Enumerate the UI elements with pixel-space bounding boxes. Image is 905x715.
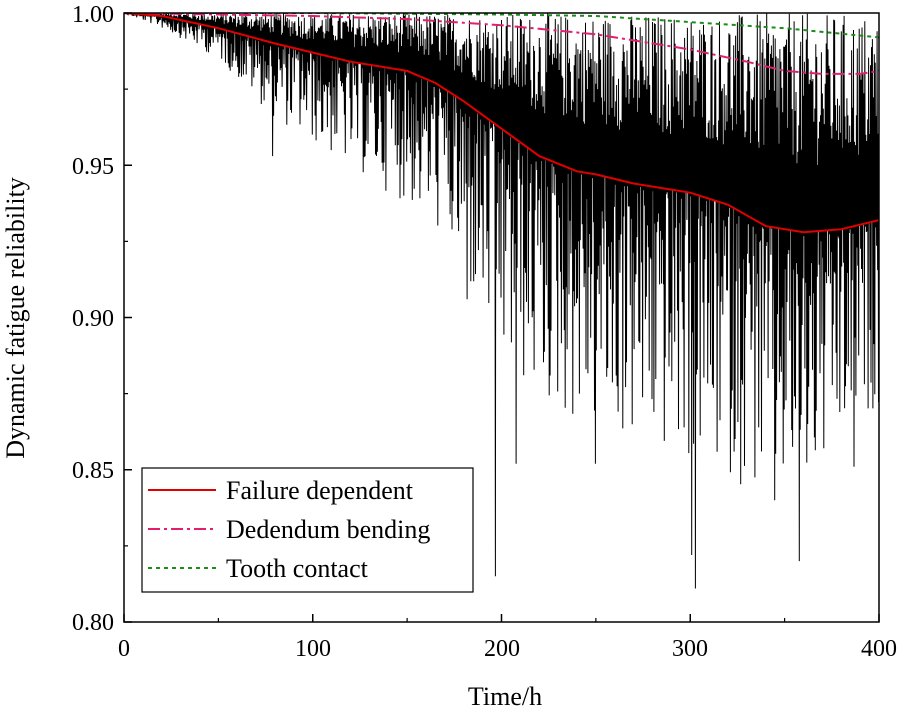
x-axis-title: Time/h: [468, 682, 542, 711]
y-tick-label-0.90: 0.90: [72, 306, 114, 332]
y-axis-tick-labels: 0.80 0.85 0.90 0.95 1.00: [72, 2, 114, 636]
x-tick-label-200: 200: [484, 636, 520, 662]
y-tick-label-0.95: 0.95: [72, 154, 114, 180]
y-tick-label-0.80: 0.80: [72, 610, 114, 636]
legend: Failure dependent Dedendum bending Tooth…: [141, 467, 474, 593]
y-tick-label-1.00: 1.00: [72, 2, 114, 28]
y-tick-label-0.85: 0.85: [72, 458, 114, 484]
y-axis-ticks: [124, 12, 132, 623]
y-axis-title: Dynamic fatigue reliability: [1, 177, 30, 459]
x-axis-tick-labels: 0 100 200 300 400: [118, 636, 897, 662]
x-tick-label-0: 0: [118, 636, 130, 662]
series-line-failure-dependent: [124, 13, 879, 234]
x-tick-label-300: 300: [672, 636, 708, 662]
legend-label-dedendum-bending: Dedendum bending: [226, 515, 430, 544]
x-axis-ticks: [123, 614, 880, 622]
instantaneous-reliability-trace: [124, 13, 879, 589]
legend-label-tooth-contact: Tooth contact: [226, 554, 369, 583]
x-tick-label-400: 400: [861, 636, 897, 662]
x-tick-label-100: 100: [295, 636, 331, 662]
legend-label-failure-dependent: Failure dependent: [226, 476, 414, 505]
